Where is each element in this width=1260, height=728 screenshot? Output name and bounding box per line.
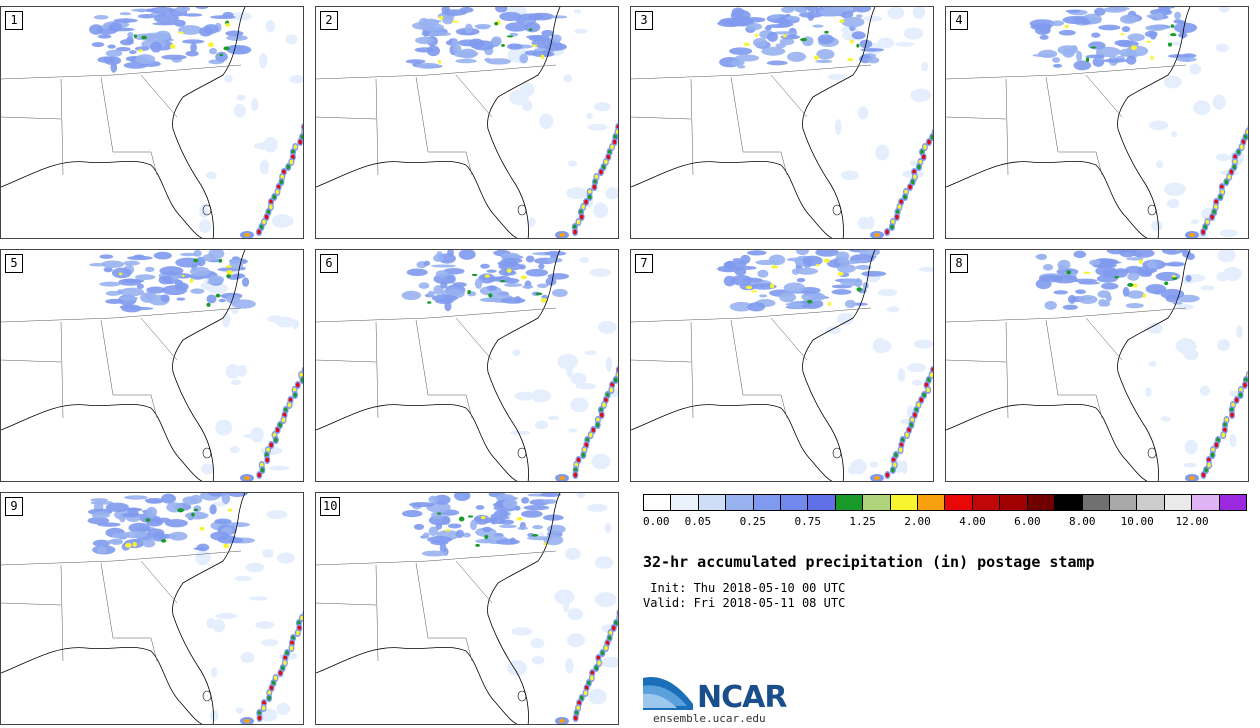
colorbar-swatch xyxy=(890,495,919,510)
colorbar-swatch xyxy=(808,495,836,510)
member-number-label: 3 xyxy=(635,11,653,30)
colorbar-tick-label: 0.00 xyxy=(643,515,670,528)
colorbar-tick-label: 12.00 xyxy=(1175,515,1209,528)
precipitation-map-6 xyxy=(316,250,618,481)
site-url: ensemble.ucar.edu xyxy=(653,712,766,725)
member-number-label: 7 xyxy=(635,254,653,273)
colorbar-swatch xyxy=(698,495,727,510)
colorbar-tick-label: 0.75 xyxy=(794,515,821,528)
colorbar-tick-label: 1.25 xyxy=(849,515,876,528)
colorbar-swatch xyxy=(972,495,1001,510)
colorbar-swatch xyxy=(1109,495,1138,510)
colorbar-labels: 0.00 0.05 0.25 0.75 1.25 2.00 4.00 6.00 8.00 10.0… xyxy=(643,515,1247,529)
colorbar-swatch xyxy=(1082,495,1110,510)
precipitation-map-9 xyxy=(1,493,303,724)
colorbar-tick-label: 6.00 xyxy=(1014,515,1041,528)
colorbar-swatch xyxy=(1137,495,1165,510)
init-time: Init: Thu 2018-05-10 00 UTC xyxy=(643,581,846,595)
ensemble-member-map-6: 6 xyxy=(315,249,619,482)
precipitation-map-3 xyxy=(631,7,933,238)
colorbar-swatch xyxy=(835,495,864,510)
valid-time: Valid: Fri 2018-05-11 08 UTC xyxy=(643,596,846,610)
colorbar-swatch xyxy=(1055,495,1083,510)
precipitation-map-4 xyxy=(946,7,1248,238)
ensemble-member-map-2: 2 xyxy=(315,6,619,239)
colorbar-tick-label: 8.00 xyxy=(1069,515,1096,528)
member-number-label: 6 xyxy=(320,254,338,273)
colorbar-swatch xyxy=(781,495,809,510)
colorbar-swatch xyxy=(1027,495,1056,510)
member-number-label: 4 xyxy=(950,11,968,30)
ensemble-member-map-9: 9 xyxy=(0,492,304,725)
colorbar-swatch xyxy=(863,495,891,510)
colorbar-tick-label: 2.00 xyxy=(904,515,931,528)
member-number-label: 9 xyxy=(5,497,23,516)
precipitation-map-1 xyxy=(1,7,303,238)
colorbar-swatch xyxy=(945,495,973,510)
precipitation-map-10 xyxy=(316,493,618,724)
ensemble-member-map-4: 4 xyxy=(945,6,1249,239)
colorbar-swatch xyxy=(644,495,672,510)
colorbar-swatch xyxy=(753,495,782,510)
colorbar-tick-label: 0.05 xyxy=(684,515,712,528)
precipitation-map-2 xyxy=(316,7,618,238)
colorbar-swatch xyxy=(1219,495,1246,510)
colorbar-tick-label: 4.00 xyxy=(959,515,986,528)
member-number-label: 8 xyxy=(950,254,968,273)
ensemble-member-map-5: 5 xyxy=(0,249,304,482)
colorbar-swatch xyxy=(1192,495,1220,510)
ensemble-member-map-7: 7 xyxy=(630,249,934,482)
colorbar-swatch xyxy=(1164,495,1193,510)
precipitation-colorbar xyxy=(643,494,1247,511)
ensemble-member-map-1: 1 xyxy=(0,6,304,239)
precipitation-map-5 xyxy=(1,250,303,481)
colorbar-swatch xyxy=(1000,495,1028,510)
ncar-logo-icon xyxy=(643,677,693,710)
colorbar-swatch xyxy=(671,495,699,510)
precipitation-map-8 xyxy=(946,250,1248,481)
member-number-label: 1 xyxy=(5,11,23,30)
member-number-label: 10 xyxy=(320,497,341,516)
colorbar-tick-label: 0.25 xyxy=(739,515,767,528)
ensemble-member-map-3: 3 xyxy=(630,6,934,239)
colorbar-swatch xyxy=(726,495,754,510)
ensemble-member-map-8: 8 xyxy=(945,249,1249,482)
colorbar-tick-label: 10.00 xyxy=(1120,515,1154,528)
precipitation-map-7 xyxy=(631,250,933,481)
chart-title: 32-hr accumulated precipitation (in) pos… xyxy=(643,553,1095,571)
ensemble-member-map-10: 10 xyxy=(315,492,619,725)
colorbar-swatch xyxy=(918,495,946,510)
member-number-label: 2 xyxy=(320,11,338,30)
member-number-label: 5 xyxy=(5,254,23,273)
ncar-logo-text: NCAR xyxy=(697,680,787,715)
